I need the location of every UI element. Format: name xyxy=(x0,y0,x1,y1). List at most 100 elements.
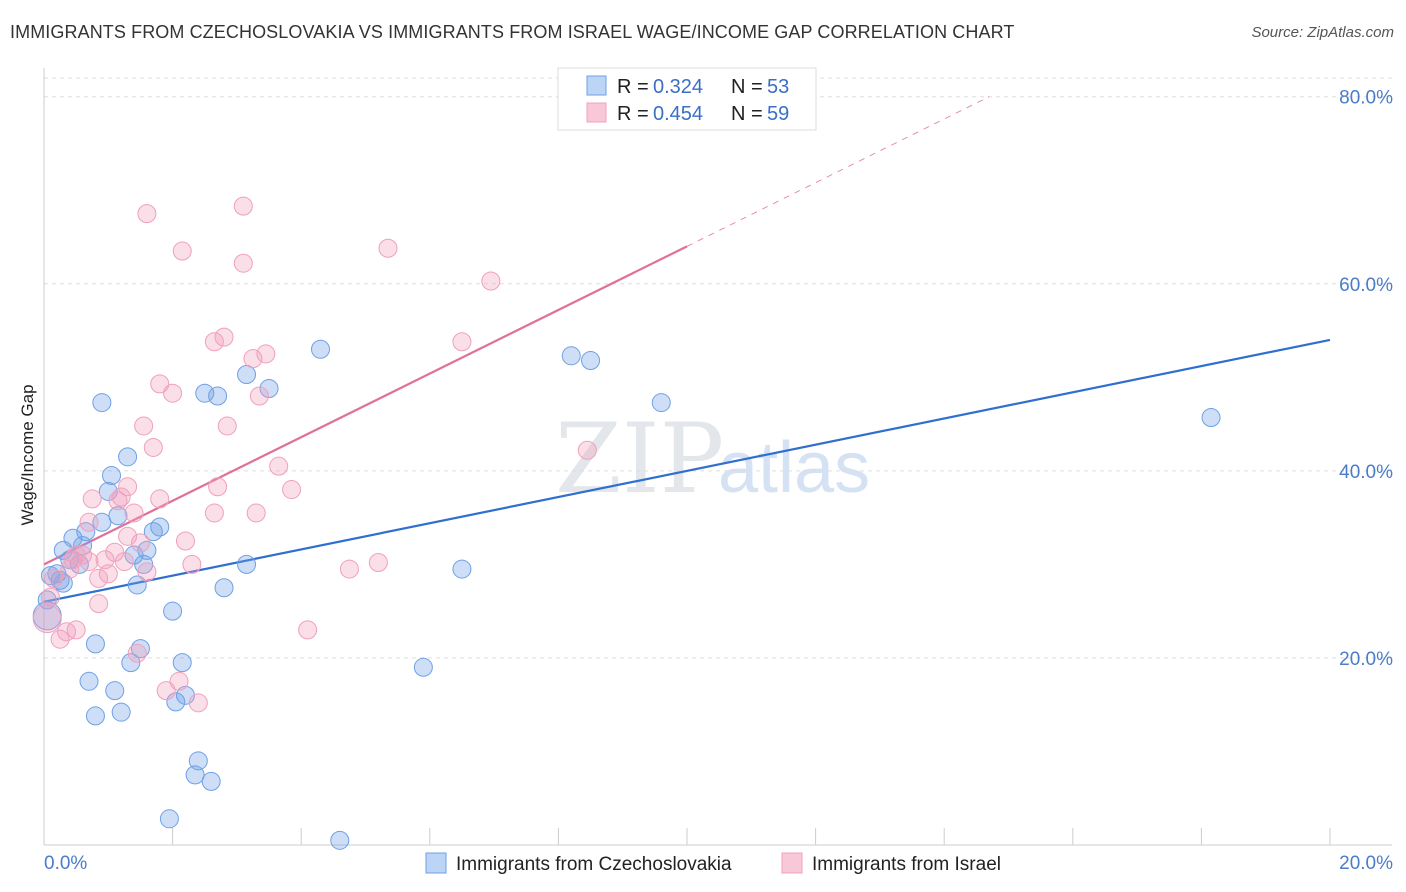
legend-swatch-czechoslovakia xyxy=(586,75,607,96)
data-point-series-0 xyxy=(37,590,57,610)
data-point-series-0 xyxy=(237,365,257,385)
data-point-series-0 xyxy=(237,554,257,574)
legend-item-israel[interactable]: Immigrants from Israel xyxy=(781,852,1001,875)
data-point-series-0 xyxy=(651,393,671,413)
data-point-series-1 xyxy=(577,440,597,460)
y-tick-label: 60.0% xyxy=(1339,275,1393,296)
data-point-series-0 xyxy=(121,653,141,673)
data-point-series-1 xyxy=(89,568,109,588)
data-point-series-1 xyxy=(114,552,134,572)
data-point-series-1 xyxy=(208,477,228,497)
trend-line-series-0 xyxy=(43,338,1331,603)
watermark-zip: ZIP xyxy=(555,403,724,515)
data-point-series-1 xyxy=(156,681,176,701)
data-point-series-1 xyxy=(143,437,163,457)
data-point-series-0 xyxy=(105,681,125,701)
data-point-series-1 xyxy=(40,587,60,607)
data-point-series-1 xyxy=(137,562,157,582)
data-point-series-1 xyxy=(108,491,128,511)
data-point-series-0 xyxy=(201,771,221,791)
data-point-series-0 xyxy=(452,559,472,579)
data-point-series-1 xyxy=(150,489,170,509)
stats-n-label-czechoslovakia: N = xyxy=(731,76,763,98)
data-point-series-0 xyxy=(259,379,279,399)
stats-r-label-israel: R = xyxy=(617,103,649,125)
data-point-series-0 xyxy=(172,653,192,673)
data-point-series-1 xyxy=(233,196,253,216)
y-tick-label: 40.0% xyxy=(1339,462,1393,483)
data-point-series-1 xyxy=(150,374,170,394)
data-point-series-0 xyxy=(79,671,99,691)
data-point-series-1 xyxy=(256,344,276,364)
data-point-series-0 xyxy=(50,570,70,590)
legend-item-czechoslovakia[interactable]: Immigrants from Czechoslovakia xyxy=(425,852,732,875)
data-point-series-1 xyxy=(124,503,144,523)
data-point-series-1 xyxy=(172,241,192,261)
data-point-series-0 xyxy=(581,350,601,370)
data-point-series-1 xyxy=(130,533,150,553)
bottom-legend: Immigrants from Czechoslovakia Immigrant… xyxy=(425,852,1001,875)
data-point-series-0 xyxy=(185,765,205,785)
trend-line-series-1 xyxy=(43,245,688,566)
data-point-series-1 xyxy=(79,552,99,572)
legend-marker-czechoslovakia xyxy=(425,852,447,874)
data-point-series-1 xyxy=(339,559,359,579)
data-point-series-1 xyxy=(169,671,189,691)
data-point-series-1 xyxy=(188,693,208,713)
data-point-series-1 xyxy=(175,531,195,551)
data-point-series-0 xyxy=(85,706,105,726)
data-point-series-1 xyxy=(44,568,64,588)
y-tick-label: 80.0% xyxy=(1339,88,1393,109)
data-point-series-1 xyxy=(57,622,77,642)
data-point-series-1 xyxy=(282,480,302,500)
data-point-series-1 xyxy=(298,620,318,640)
stats-legend: R = 0.324 N = 53 R = 0.454 N = 59 xyxy=(557,67,817,131)
data-point-series-1 xyxy=(95,550,115,570)
data-point-series-0 xyxy=(159,809,179,829)
data-point-series-1 xyxy=(32,604,62,634)
data-point-series-1 xyxy=(204,332,224,352)
data-point-series-1 xyxy=(233,253,253,273)
data-point-series-1 xyxy=(163,383,183,403)
data-point-series-1 xyxy=(127,643,147,663)
x-tick-label: 20.0% xyxy=(1339,853,1393,874)
stats-r-value-israel: 0.454 xyxy=(653,103,703,125)
data-point-series-1 xyxy=(82,489,102,509)
y-axis-label: Wage/Income Gap xyxy=(18,384,37,525)
data-point-series-0 xyxy=(85,634,105,654)
data-point-series-1 xyxy=(98,564,118,584)
data-point-series-0 xyxy=(330,830,350,850)
stats-legend-row-czechoslovakia: R = 0.324 N = 53 xyxy=(586,75,789,98)
data-point-series-0 xyxy=(561,346,581,366)
data-point-series-1 xyxy=(89,594,109,614)
chart-title: IMMIGRANTS FROM CZECHOSLOVAKIA VS IMMIGR… xyxy=(10,22,1015,42)
data-point-series-0 xyxy=(137,540,157,560)
data-point-series-0 xyxy=(1201,408,1221,428)
data-point-series-0 xyxy=(413,657,433,677)
data-point-series-0 xyxy=(111,702,131,722)
points xyxy=(32,196,1221,850)
data-point-series-1 xyxy=(246,503,266,523)
data-point-series-0 xyxy=(208,386,228,406)
legend-marker-israel xyxy=(781,852,803,874)
stats-n-label-israel: N = xyxy=(731,103,763,125)
stats-n-value-israel: 59 xyxy=(767,103,789,125)
data-point-series-0 xyxy=(108,506,128,526)
data-point-series-1 xyxy=(378,238,398,258)
data-point-series-0 xyxy=(166,692,186,712)
data-point-series-0 xyxy=(188,751,208,771)
data-point-series-0 xyxy=(214,578,234,598)
data-point-series-0 xyxy=(118,447,138,467)
legend-label-czechoslovakia: Immigrants from Czechoslovakia xyxy=(456,854,732,875)
y-tick-label: 20.0% xyxy=(1339,649,1393,670)
data-point-series-1 xyxy=(214,327,234,347)
x-tick-label: 0.0% xyxy=(44,853,87,874)
data-point-series-0 xyxy=(127,575,147,595)
legend-swatch-israel xyxy=(586,102,607,123)
stats-r-value-czechoslovakia: 0.324 xyxy=(653,76,703,98)
data-point-series-1 xyxy=(269,456,289,476)
data-point-series-1 xyxy=(217,416,237,436)
data-point-series-1 xyxy=(481,271,501,291)
data-point-series-1 xyxy=(66,620,86,640)
